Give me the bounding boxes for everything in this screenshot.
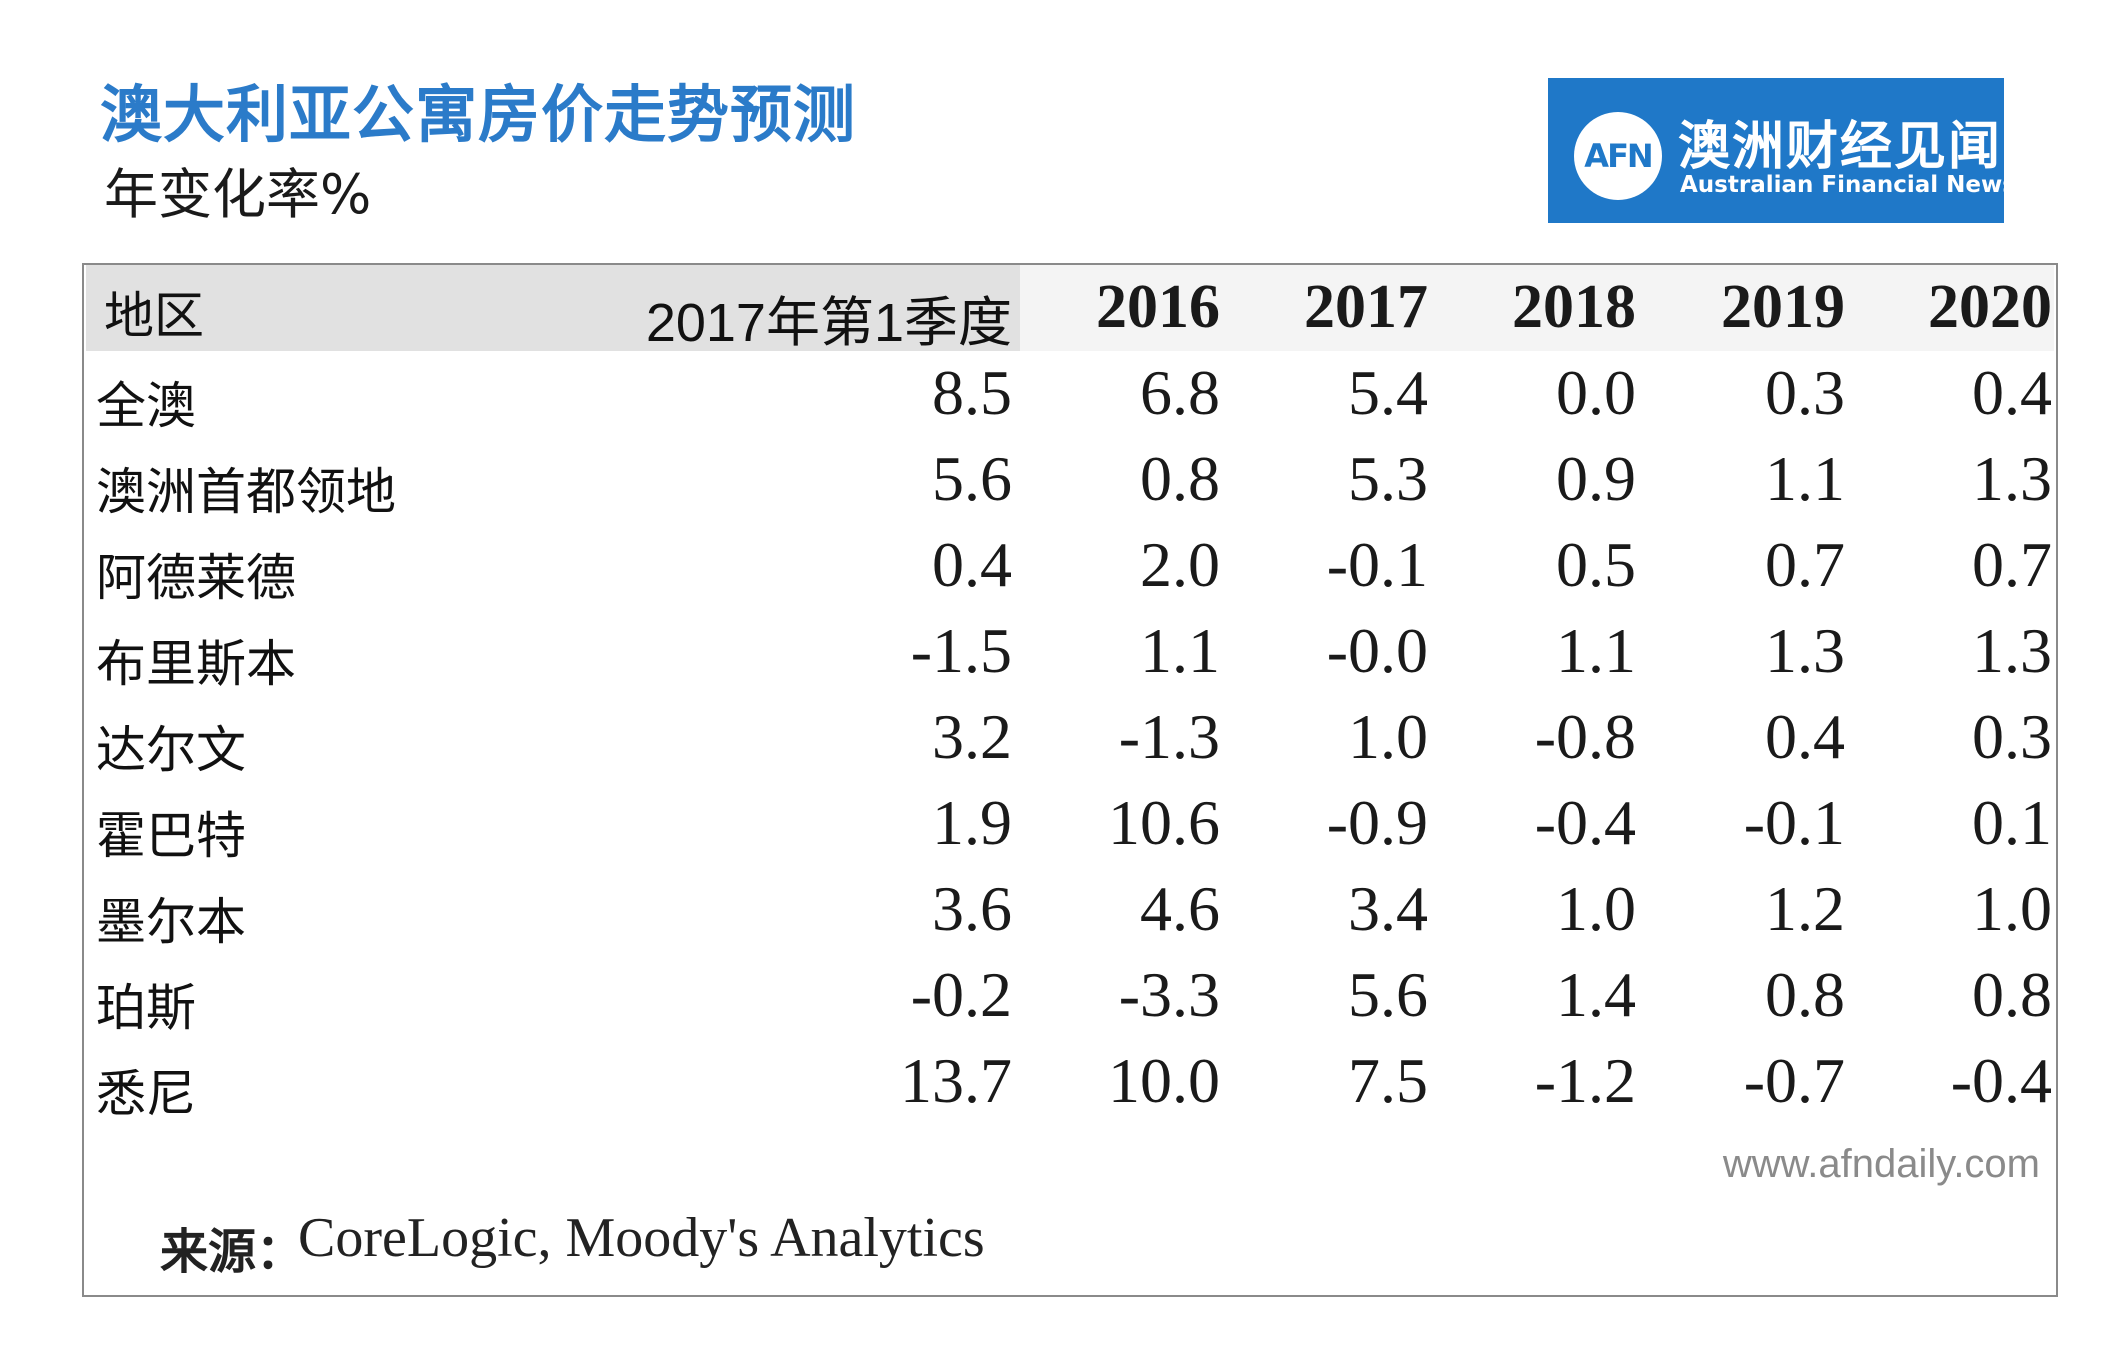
table-cell: 0.8 xyxy=(1140,443,1220,514)
table-cell: -0.8 xyxy=(1534,701,1636,772)
table-cell: 0.8 xyxy=(1972,959,2052,1030)
table-cell: 10.0 xyxy=(1108,1045,1220,1116)
table-cell: 0.9 xyxy=(1556,443,1636,514)
row-label: 达尔文 xyxy=(96,721,246,779)
chart-title: 澳大利亚公寓房价走势预测 xyxy=(100,78,857,151)
afn-logo-name-en: Australian Financial News xyxy=(1680,172,2016,198)
column-header-2016: 2016 xyxy=(1096,273,1220,341)
table-header-band-right xyxy=(1020,265,2054,351)
table-cell: 10.6 xyxy=(1108,787,1220,858)
table-cell: 1.4 xyxy=(1556,959,1636,1030)
table-cell: 1.2 xyxy=(1765,873,1845,944)
table-cell: 1.1 xyxy=(1556,615,1636,686)
row-label: 霍巴特 xyxy=(96,807,246,865)
row-label: 澳洲首都领地 xyxy=(96,463,396,521)
table-cell: 6.8 xyxy=(1140,357,1220,428)
table-cell: 0.7 xyxy=(1972,529,2052,600)
table-cell: 5.6 xyxy=(1348,959,1428,1030)
table-cell: -0.7 xyxy=(1743,1045,1845,1116)
table-cell: 0.5 xyxy=(1556,529,1636,600)
table-cell: 1.3 xyxy=(1972,615,2052,686)
website-url: www.afndaily.com xyxy=(1722,1142,2040,1186)
column-header-2017: 2017 xyxy=(1304,273,1428,341)
column-header-2020: 2020 xyxy=(1928,273,2052,341)
table-cell: 1.0 xyxy=(1556,873,1636,944)
table-cell: 0.4 xyxy=(1765,701,1845,772)
column-header-q1-2017: 2017年第1季度 xyxy=(645,293,1012,353)
table-cell: 1.9 xyxy=(932,787,1012,858)
table-cell: 5.3 xyxy=(1348,443,1428,514)
table-cell: 2.0 xyxy=(1140,529,1220,600)
table-cell: -3.3 xyxy=(1118,959,1220,1030)
table-cell: -0.4 xyxy=(1534,787,1636,858)
table-cell: -0.4 xyxy=(1950,1045,2052,1116)
table-cell: 0.4 xyxy=(932,529,1012,600)
table-cell: -1.3 xyxy=(1118,701,1220,772)
table-frame xyxy=(82,263,2058,1297)
table-cell: -0.2 xyxy=(910,959,1012,1030)
table-cell: 0.3 xyxy=(1765,357,1845,428)
table-cell: 7.5 xyxy=(1348,1045,1428,1116)
row-label: 悉尼 xyxy=(96,1065,196,1123)
column-header-region: 地区 xyxy=(104,287,204,345)
table-cell: 3.4 xyxy=(1348,873,1428,944)
table-cell: 0.0 xyxy=(1556,357,1636,428)
table-cell: 3.6 xyxy=(932,873,1012,944)
row-label: 墨尔本 xyxy=(96,893,246,951)
table-cell: 0.1 xyxy=(1972,787,2052,858)
column-header-2018: 2018 xyxy=(1512,273,1636,341)
row-label: 阿德莱德 xyxy=(96,549,296,607)
table-cell: 1.1 xyxy=(1140,615,1220,686)
table-cell: 13.7 xyxy=(900,1045,1012,1116)
table-cell: 0.7 xyxy=(1765,529,1845,600)
row-label: 珀斯 xyxy=(96,979,196,1037)
afn-logo: AFN 澳洲财经见闻 Australian Financial News xyxy=(1548,78,2016,223)
table-cell: -0.1 xyxy=(1743,787,1845,858)
table-cell: -0.0 xyxy=(1326,615,1428,686)
table-cell: 5.4 xyxy=(1348,357,1428,428)
afn-logo-mark: AFN xyxy=(1574,112,1662,200)
table-cell: 0.4 xyxy=(1972,357,2052,428)
source-label: 来源： xyxy=(160,1224,305,1280)
table-cell: 3.2 xyxy=(932,701,1012,772)
row-label: 布里斯本 xyxy=(96,635,296,693)
table-cell: 0.8 xyxy=(1765,959,1845,1030)
table-cell: 5.6 xyxy=(932,443,1012,514)
table-cell: -1.2 xyxy=(1534,1045,1636,1116)
table-cell: 8.5 xyxy=(932,357,1012,428)
table-cell: -0.9 xyxy=(1326,787,1428,858)
afn-logo-name-cn: 澳洲财经见闻 xyxy=(1678,117,2003,177)
column-header-2019: 2019 xyxy=(1721,273,1845,341)
table-cell: -1.5 xyxy=(910,615,1012,686)
table-cell: 1.0 xyxy=(1972,873,2052,944)
table-cell: 0.3 xyxy=(1972,701,2052,772)
table-header-band xyxy=(86,265,1020,351)
table-cell: -0.1 xyxy=(1326,529,1428,600)
table-cell: 1.0 xyxy=(1348,701,1428,772)
table-cell: 1.3 xyxy=(1972,443,2052,514)
table-cell: 1.3 xyxy=(1765,615,1845,686)
table-cell: 1.1 xyxy=(1765,443,1845,514)
table-cell: 4.6 xyxy=(1140,873,1220,944)
source-text: CoreLogic, Moody's Analytics xyxy=(298,1207,985,1269)
chart-subtitle: 年变化率% xyxy=(104,163,372,226)
row-label: 全澳 xyxy=(96,377,196,435)
